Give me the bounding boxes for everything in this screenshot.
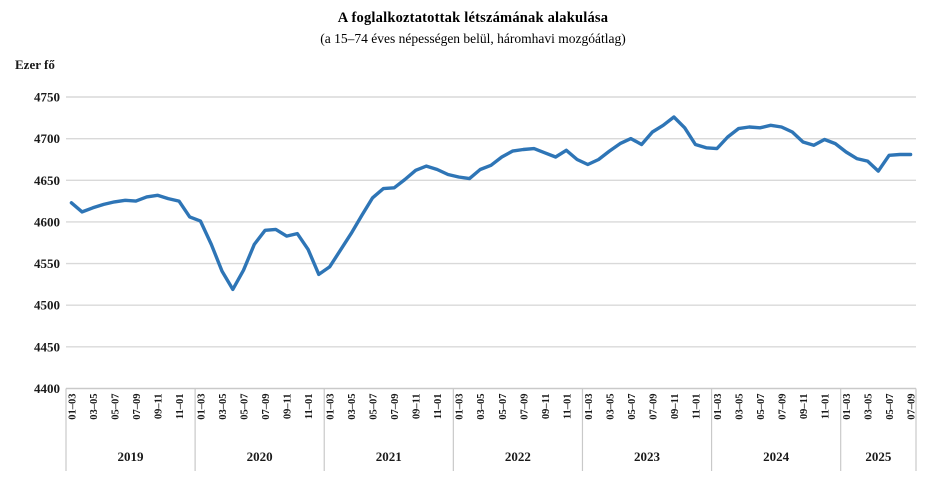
employment-trend-line bbox=[69, 115, 913, 292]
x-axis-tick-label: 05–07 bbox=[627, 394, 638, 420]
x-axis-tick-label: 05–07 bbox=[240, 394, 251, 420]
x-axis-tick-label: 05–07 bbox=[885, 394, 896, 420]
x-axis-tick-label: 11–01 bbox=[691, 394, 702, 420]
x-axis-tick-label: 11–01 bbox=[433, 394, 444, 420]
x-axis-tick-label: 01–03 bbox=[455, 394, 466, 420]
x-axis-tick-label: 03–05 bbox=[864, 394, 875, 420]
y-axis-tick-label: 4600 bbox=[34, 214, 60, 229]
x-axis-tick-label: 11–01 bbox=[562, 394, 573, 420]
x-axis-tick-label: 01–03 bbox=[196, 394, 207, 420]
x-axis-tick-label: 01–03 bbox=[842, 394, 853, 420]
x-axis-tick-label: 03–05 bbox=[218, 394, 229, 420]
x-axis-tick-label: 05–07 bbox=[498, 394, 509, 420]
x-axis-tick-label: 09–11 bbox=[799, 394, 810, 420]
x-axis-tick-label: 11–01 bbox=[821, 394, 832, 420]
y-axis-tick-label: 4750 bbox=[34, 90, 60, 105]
x-axis-tick-label: 03–05 bbox=[89, 394, 100, 420]
x-axis-tick-label: 09–11 bbox=[412, 394, 423, 420]
y-axis-unit-label: Ezer fő bbox=[15, 57, 55, 72]
x-axis-tick-label: 07–09 bbox=[261, 394, 272, 420]
y-axis-tick-label: 4700 bbox=[34, 131, 60, 146]
y-axis-tick-label: 4650 bbox=[34, 173, 60, 188]
x-axis-tick-label: 03–05 bbox=[605, 394, 616, 420]
x-axis-tick-label: 03–05 bbox=[476, 394, 487, 420]
x-axis-tick-label: 07–09 bbox=[778, 394, 789, 420]
year-label: 2020 bbox=[247, 449, 273, 464]
x-axis-tick-label: 03–05 bbox=[734, 394, 745, 420]
year-label: 2021 bbox=[376, 449, 402, 464]
x-axis-tick-label: 07–09 bbox=[132, 394, 143, 420]
x-axis-tick-label: 11–01 bbox=[304, 394, 315, 420]
x-axis-tick-label: 05–07 bbox=[369, 394, 380, 420]
x-axis-tick-label: 09–11 bbox=[283, 394, 294, 420]
year-label: 2022 bbox=[505, 449, 531, 464]
x-axis-tick-label: 09–11 bbox=[153, 394, 164, 420]
x-axis-tick-label: 05–07 bbox=[756, 394, 767, 420]
x-axis-tick-label: 07–09 bbox=[390, 394, 401, 420]
year-label: 2024 bbox=[763, 449, 790, 464]
x-axis-tick-label: 03–05 bbox=[347, 394, 358, 420]
x-axis-tick-label: 11–01 bbox=[175, 394, 186, 420]
x-axis-tick-label: 01–03 bbox=[584, 394, 595, 420]
x-axis-tick-label: 07–09 bbox=[648, 394, 659, 420]
x-axis-tick-label: 07–09 bbox=[519, 394, 530, 420]
x-axis-tick-label: 01–03 bbox=[67, 394, 78, 420]
x-axis-tick-label: 09–11 bbox=[670, 394, 681, 420]
x-axis-tick-label: 09–11 bbox=[541, 394, 552, 420]
chart-subtitle: (a 15–74 éves népességen belül, háromhav… bbox=[320, 31, 626, 46]
year-label: 2025 bbox=[865, 449, 892, 464]
y-axis-tick-label: 4500 bbox=[34, 298, 60, 313]
chart-title: A foglalkoztatottak létszámának alakulás… bbox=[337, 10, 609, 26]
x-axis-tick-label: 01–03 bbox=[326, 394, 337, 420]
x-axis-tick-label: 01–03 bbox=[713, 394, 724, 420]
x-axis-tick-label: 07–09 bbox=[907, 394, 918, 420]
y-axis-tick-label: 4550 bbox=[34, 256, 60, 271]
y-axis-tick-label: 4400 bbox=[34, 381, 60, 396]
y-axis-tick-label: 4450 bbox=[34, 339, 60, 354]
year-label: 2023 bbox=[634, 449, 661, 464]
year-label: 2019 bbox=[118, 449, 145, 464]
x-axis-tick-label: 05–07 bbox=[110, 394, 121, 420]
